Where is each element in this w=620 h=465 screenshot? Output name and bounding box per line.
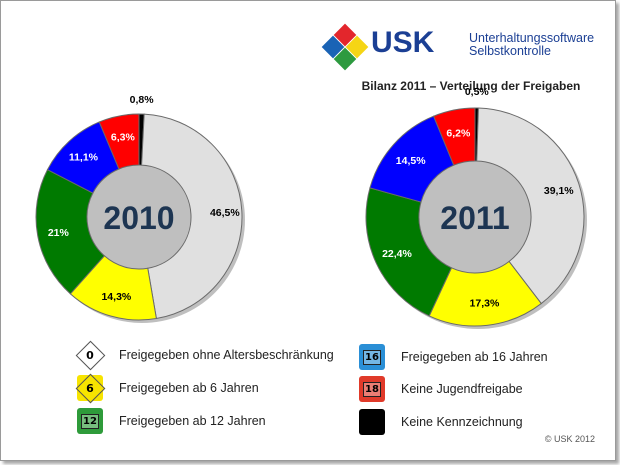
donut-slice-2011-1	[476, 107, 585, 305]
data-label-2010-4: 11,1%	[69, 152, 99, 164]
data-label-2011-1: 39,1%	[544, 185, 574, 197]
copyright: © USK 2012	[544, 434, 595, 444]
usk-0-badge-icon: 0	[75, 340, 106, 371]
usk-16-badge-icon: 16	[359, 344, 385, 370]
legend-item-none: Keine Kennzeichnung	[359, 408, 523, 436]
legend-label: Keine Jugendfreigabe	[401, 382, 523, 396]
data-label-2011-3: 22,4%	[382, 248, 412, 260]
data-label-2011-0: 0,5%	[465, 86, 490, 98]
legend-item-18: 18 Keine Jugendfreigabe	[359, 375, 523, 403]
donut-slice-2010-5	[98, 113, 140, 170]
legend-label: Freigegeben ab 6 Jahren	[119, 381, 259, 395]
legend-item-12: 12 Freigegeben ab 12 Jahren	[77, 407, 266, 435]
donut-slice-2010-1	[141, 113, 243, 320]
donut-center-year: 2010	[103, 200, 174, 236]
logo-brand: USK	[371, 26, 435, 59]
donut-slice-2010-3	[35, 168, 106, 295]
legend-label: Freigegeben ohne Altersbeschränkung	[119, 348, 334, 362]
data-label-2010-0: 0,8%	[130, 94, 155, 106]
logo-subtitle: Unterhaltungssoftware Selbstkontrolle	[469, 32, 594, 58]
data-label-2010-5: 6,3%	[111, 132, 136, 144]
legend-label: Freigegeben ab 12 Jahren	[119, 414, 266, 428]
data-label-2011-2: 17,3%	[470, 297, 500, 309]
data-label-2011-4: 14,5%	[396, 155, 426, 167]
donut-center-year: 2011	[440, 200, 509, 236]
logo-line-1: Unterhaltungssoftware	[469, 31, 595, 45]
legend-label: Freigegeben ab 16 Jahren	[401, 350, 548, 364]
chart-subtitle: Bilanz 2011 – Verteilung der Freigaben	[361, 79, 581, 93]
usk-6-badge-icon: 6	[75, 373, 106, 404]
donut-charts: 0,8% 46,5% 14,3% 21% 11,1% 6,3% 2010 0,5% 39,1% 1…	[35, 86, 587, 329]
usk-18-badge-icon: 18	[359, 376, 385, 402]
data-label-2010-1: 46,5%	[210, 207, 240, 219]
logo-line-2: Selbstkontrolle	[469, 44, 551, 58]
no-rating-badge-icon	[359, 409, 385, 435]
legend-item-6: 6 Freigegeben ab 6 Jahren	[75, 373, 259, 404]
legend-item-0: 0 Freigegeben ohne Altersbeschränkung	[75, 340, 334, 371]
donut-slice-2011-5	[432, 107, 476, 166]
data-label-2010-3: 21%	[48, 227, 70, 239]
data-label-2011-5: 6,2%	[446, 128, 471, 140]
data-label-2010-2: 14,3%	[101, 291, 131, 303]
donut-slice-2011-3	[365, 187, 453, 317]
legend-label: Keine Kennzeichnung	[401, 415, 523, 429]
usk-12-badge-icon: 12	[77, 408, 103, 434]
legend-item-16: 16 Freigegeben ab 16 Jahren	[359, 343, 548, 371]
